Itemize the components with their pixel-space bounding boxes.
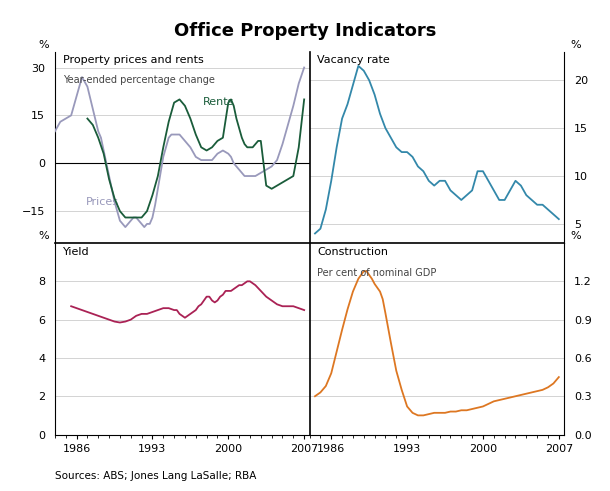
Text: %: % bbox=[570, 231, 581, 241]
Text: %: % bbox=[38, 231, 49, 241]
Text: Per cent of nominal GDP: Per cent of nominal GDP bbox=[317, 268, 437, 278]
Text: Office Property Indicators: Office Property Indicators bbox=[174, 22, 436, 40]
Text: Year-ended percentage change: Year-ended percentage change bbox=[63, 75, 215, 84]
Text: Yield: Yield bbox=[63, 247, 89, 257]
Text: Prices: Prices bbox=[85, 197, 118, 207]
Text: %: % bbox=[570, 40, 581, 50]
Text: Sources: ABS; Jones Lang LaSalle; RBA: Sources: ABS; Jones Lang LaSalle; RBA bbox=[55, 471, 256, 481]
Text: Rents: Rents bbox=[203, 97, 234, 107]
Text: %: % bbox=[38, 40, 49, 50]
Text: Construction: Construction bbox=[317, 247, 388, 257]
Text: Property prices and rents: Property prices and rents bbox=[63, 55, 203, 65]
Text: Vacancy rate: Vacancy rate bbox=[317, 55, 390, 65]
